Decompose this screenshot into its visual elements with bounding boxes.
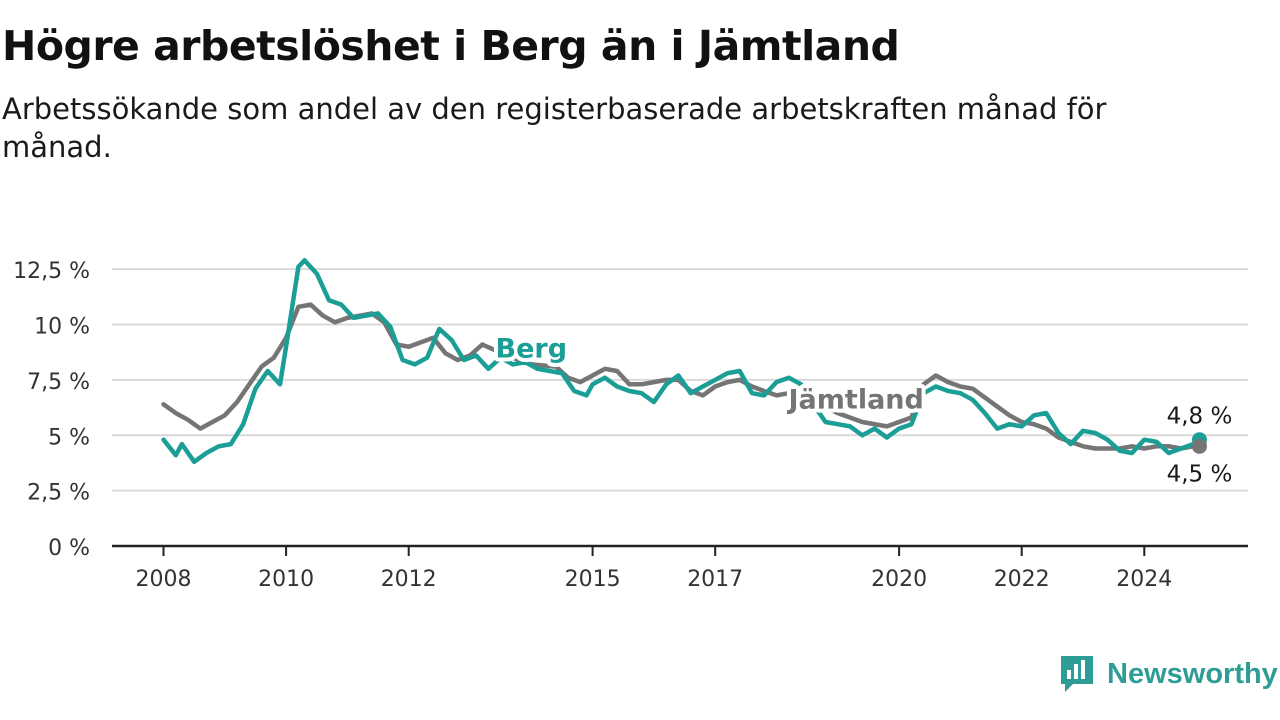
y-tick-label: 7,5 %	[27, 370, 90, 395]
y-tick-label: 12,5 %	[13, 259, 90, 284]
x-tick-label: 2020	[871, 567, 927, 592]
x-tick-label: 2010	[258, 567, 314, 592]
end-value-label: 4,5 %	[1167, 461, 1233, 487]
x-tick-label: 2024	[1116, 567, 1172, 592]
series-line-berg	[161, 258, 1202, 465]
x-tick-label: 2022	[994, 567, 1050, 592]
x-axis: 2008 2010 2012 2015 2017 2020 2022 2024	[112, 544, 1248, 592]
y-tick-label: 2,5 %	[27, 481, 90, 506]
newsworthy-chart-icon	[1061, 656, 1093, 692]
y-tick-label: 0 %	[48, 536, 90, 561]
x-tick-label: 2008	[136, 567, 192, 592]
y-tick-label: 5 %	[48, 425, 90, 450]
y-tick-label: 10 %	[34, 315, 90, 340]
x-tick-label: 2012	[381, 567, 437, 592]
brand-name: Newsworthy	[1107, 657, 1278, 690]
chart-subtitle: Arbetssökande som andel av den registerb…	[2, 92, 1107, 164]
x-tick-label: 2017	[687, 567, 743, 592]
series-label-berg: Berg	[496, 334, 568, 365]
series-line-jamtland	[161, 302, 1202, 451]
series-labels: Berg Jämtland 4,8 % 4,5 %	[492, 330, 1233, 488]
newsworthy-logo: Newsworthy	[1059, 654, 1278, 694]
chart-title: Högre arbetslöshet i Berg än i Jämtland	[2, 22, 900, 70]
end-value-label: 4,8 %	[1167, 404, 1233, 430]
end-point	[1191, 438, 1207, 454]
series-lines	[161, 258, 1202, 465]
x-tick-label: 2015	[565, 567, 621, 592]
grid-lines	[112, 268, 1248, 492]
series-label-jamtland: Jämtland	[787, 385, 924, 416]
y-axis: 0 % 2,5 % 5 % 7,5 % 10 % 12,5 %	[13, 259, 90, 561]
